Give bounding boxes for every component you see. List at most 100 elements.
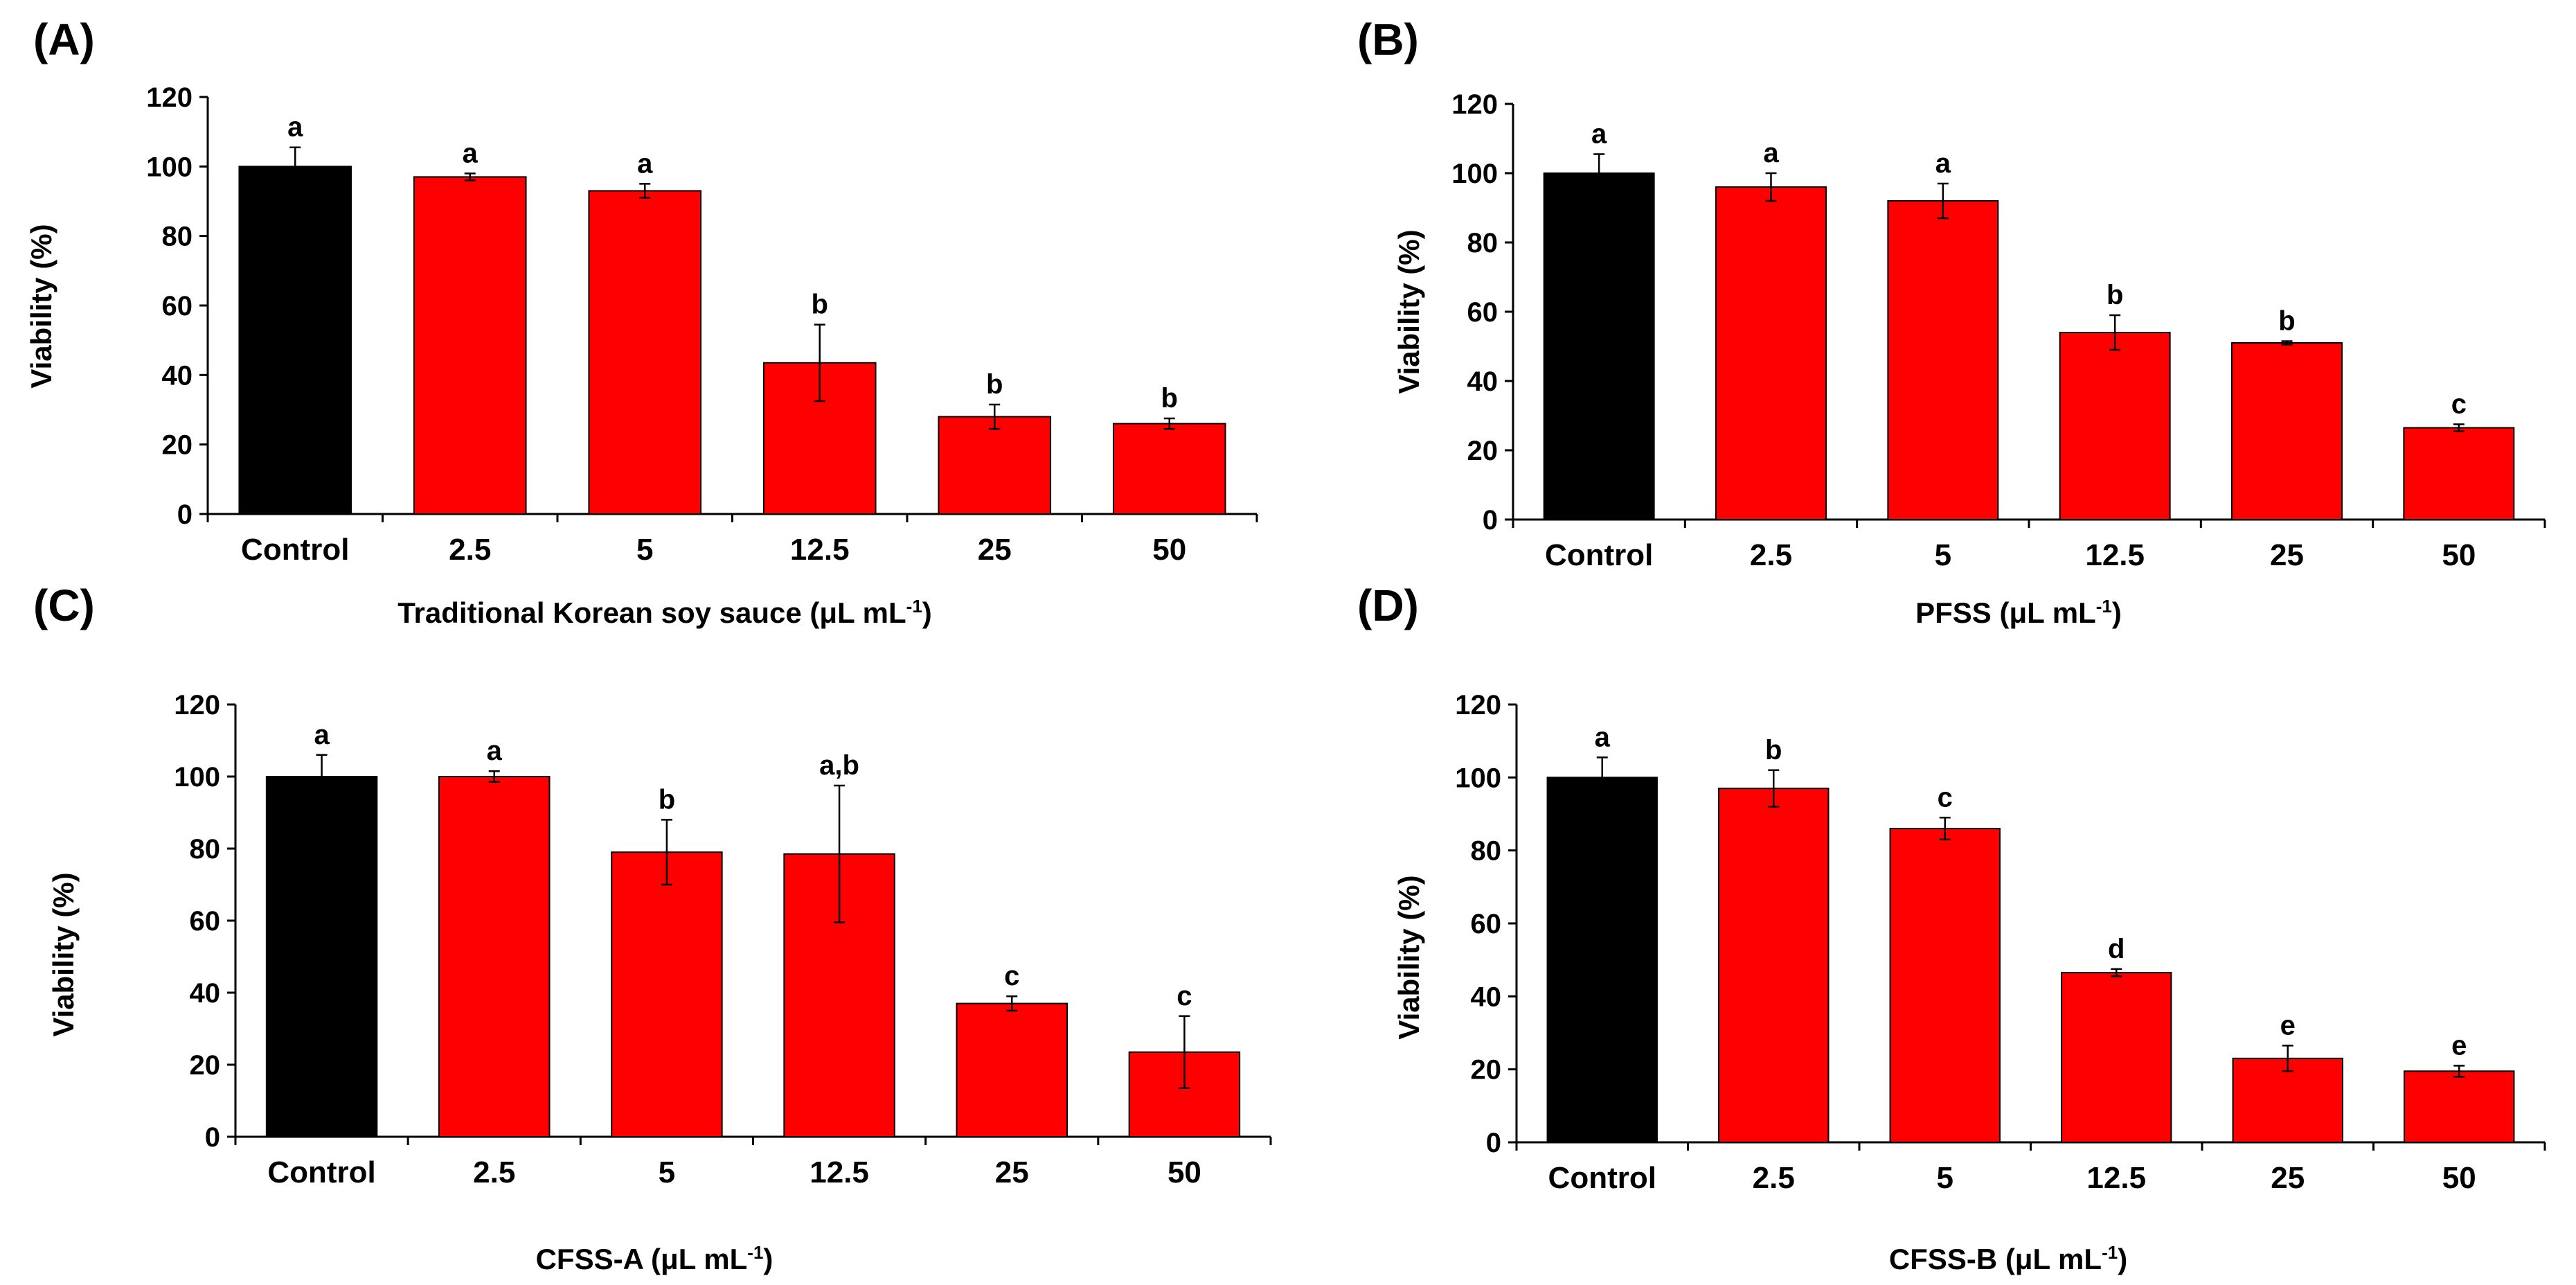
bar [938, 416, 1052, 515]
x-axis-label-main: CFSS-B (μL mL [1888, 1243, 2102, 1275]
bar [1715, 186, 1827, 520]
significance-label: e [2280, 1010, 2296, 1040]
y-tick-label: 40 [1467, 366, 1499, 397]
y-tick-label: 100 [146, 152, 193, 182]
x-tick-label: 5 [1935, 538, 1951, 572]
bar [1546, 777, 1658, 1144]
significance-label: e [2451, 1030, 2467, 1061]
panel-label: (A) [33, 15, 95, 64]
x-tick-label: 25 [978, 533, 1012, 567]
bar [438, 776, 551, 1137]
significance-label: b [812, 290, 828, 320]
bar [1112, 423, 1226, 515]
y-tick-label: 20 [1467, 436, 1499, 466]
x-axis-label-sup: -1 [2102, 1242, 2118, 1263]
significance-label: a [1591, 119, 1607, 150]
x-tick-label: 12.5 [810, 1155, 869, 1189]
y-tick-label: 60 [162, 291, 193, 321]
y-tick-label: 0 [177, 499, 193, 530]
x-tick-label: 12.5 [790, 533, 850, 567]
bar [1887, 200, 1999, 520]
chart-panel-a: (A) Viability (%) Traditional Korean soy… [0, 0, 1288, 642]
y-tick-label: 100 [1451, 159, 1498, 189]
x-tick-label: 5 [1937, 1161, 1953, 1195]
x-axis-label-sup: -1 [2095, 596, 2112, 617]
x-tick-label: 25 [2270, 538, 2304, 572]
x-axis-label-end: ) [763, 1243, 773, 1275]
y-tick-label: 80 [190, 834, 221, 865]
bar [413, 176, 527, 515]
bar-chart-a: 0 20 40 60 80 100 120 a Control a 2.5 a 5 b 12.5 b 25 b 50 [146, 82, 1258, 567]
y-tick-label: 120 [146, 82, 193, 113]
significance-label: a [1595, 722, 1611, 752]
x-tick-label: 5 [659, 1155, 675, 1189]
x-tick-label: 2.5 [1750, 538, 1792, 572]
significance-label: c [1004, 961, 1019, 991]
y-tick-label: 0 [205, 1122, 220, 1153]
x-axis-label-end: ) [2118, 1243, 2128, 1275]
y-tick-label: 100 [174, 762, 220, 792]
significance-label: b [1161, 383, 1178, 414]
y-tick-label: 20 [190, 1050, 221, 1081]
significance-label: c [1177, 981, 1192, 1011]
x-tick-label: 5 [636, 533, 653, 567]
x-axis-label: CFSS-A (μL mL-1) [536, 1242, 773, 1276]
y-tick-label: 80 [1471, 836, 1502, 867]
x-tick-label: 2.5 [1753, 1161, 1795, 1195]
bar [1543, 172, 1655, 520]
bar [1718, 788, 1830, 1143]
x-tick-label: Control [241, 533, 349, 567]
x-axis-label-sup: -1 [906, 596, 922, 617]
x-axis-label-main: PFSS (μL mL [1915, 596, 2096, 629]
x-axis-label: PFSS (μL mL-1) [1915, 596, 2122, 630]
y-tick-label: 60 [1471, 909, 1502, 939]
bar [588, 190, 702, 515]
x-tick-label: Control [1548, 1161, 1656, 1195]
x-tick-label: Control [267, 1155, 375, 1189]
y-tick-label: 40 [1471, 982, 1502, 1012]
y-tick-label: 40 [190, 978, 221, 1009]
panel-label: (C) [33, 581, 95, 630]
x-axis-label: Traditional Korean soy sauce (μL mL-1) [397, 596, 932, 630]
x-tick-label: 12.5 [2085, 538, 2145, 572]
x-axis-label-main: CFSS-A (μL mL [535, 1243, 748, 1275]
bar-chart-b: 0 20 40 60 80 100 120 a Control a 2.5 a 5 b 12.5 b 25 c 50 [1451, 89, 2546, 572]
bar [238, 166, 352, 515]
x-tick-label: 2.5 [473, 1155, 515, 1189]
bar [956, 1002, 1068, 1137]
y-tick-label: 80 [162, 222, 193, 252]
chart-panel-b: (B) Viability (%) PFSS (μL mL-1) 0 20 40 60… [1288, 0, 2576, 642]
y-tick-label: 60 [190, 906, 221, 937]
panel-label: (D) [1357, 581, 1419, 630]
y-tick-label: 20 [1471, 1055, 1502, 1085]
bar [265, 776, 378, 1137]
significance-label: a [314, 720, 330, 750]
y-tick-label: 120 [1455, 690, 1501, 720]
significance-label: a,b [819, 750, 859, 781]
x-tick-label: 50 [2442, 538, 2476, 572]
x-axis-label-sup: -1 [747, 1242, 764, 1263]
y-tick-label: 120 [174, 690, 220, 720]
significance-label: b [986, 369, 1003, 400]
y-tick-label: 100 [1455, 763, 1501, 793]
y-tick-label: 120 [1451, 89, 1498, 120]
significance-label: b [2278, 306, 2295, 337]
x-axis-label-main: Traditional Korean soy sauce (μL mL [397, 596, 906, 629]
x-tick-label: 25 [2271, 1161, 2305, 1195]
significance-label: b [659, 784, 675, 815]
bar [2061, 972, 2172, 1143]
significance-label: b [1765, 735, 1782, 765]
bar [2404, 1070, 2515, 1143]
x-tick-label: 50 [1168, 1155, 1201, 1189]
bar [2231, 342, 2343, 520]
bar [611, 851, 723, 1137]
y-tick-label: 40 [162, 360, 193, 391]
x-axis-label-end: ) [2111, 596, 2122, 629]
x-tick-label: Control [1545, 538, 1653, 572]
x-tick-label: 50 [2442, 1161, 2476, 1195]
y-tick-label: 20 [162, 430, 193, 461]
significance-label: a [637, 148, 653, 179]
panel-label: (B) [1357, 15, 1419, 64]
y-tick-label: 0 [1483, 505, 1498, 535]
x-tick-label: 12.5 [2086, 1161, 2146, 1195]
